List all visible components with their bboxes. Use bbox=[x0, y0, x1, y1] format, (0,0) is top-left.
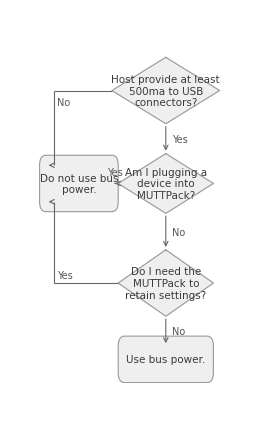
Text: Do I need the
MUTTPack to
retain settings?: Do I need the MUTTPack to retain setting… bbox=[125, 267, 206, 300]
FancyBboxPatch shape bbox=[40, 156, 118, 212]
Text: Yes: Yes bbox=[57, 270, 73, 280]
Polygon shape bbox=[118, 154, 213, 214]
Text: Do not use bus
power.: Do not use bus power. bbox=[40, 173, 118, 195]
Text: Use bus power.: Use bus power. bbox=[126, 354, 205, 365]
Text: No: No bbox=[57, 98, 70, 108]
Text: No: No bbox=[172, 326, 185, 336]
Text: Yes: Yes bbox=[172, 134, 188, 144]
Text: Host provide at least
500ma to USB
connectors?: Host provide at least 500ma to USB conne… bbox=[112, 75, 220, 108]
Text: Yes: Yes bbox=[107, 168, 123, 178]
Text: Am I plugging a
device into
MUTTPack?: Am I plugging a device into MUTTPack? bbox=[125, 167, 207, 201]
FancyBboxPatch shape bbox=[118, 336, 213, 383]
Text: No: No bbox=[172, 227, 185, 237]
Polygon shape bbox=[118, 250, 213, 316]
Polygon shape bbox=[112, 58, 220, 124]
